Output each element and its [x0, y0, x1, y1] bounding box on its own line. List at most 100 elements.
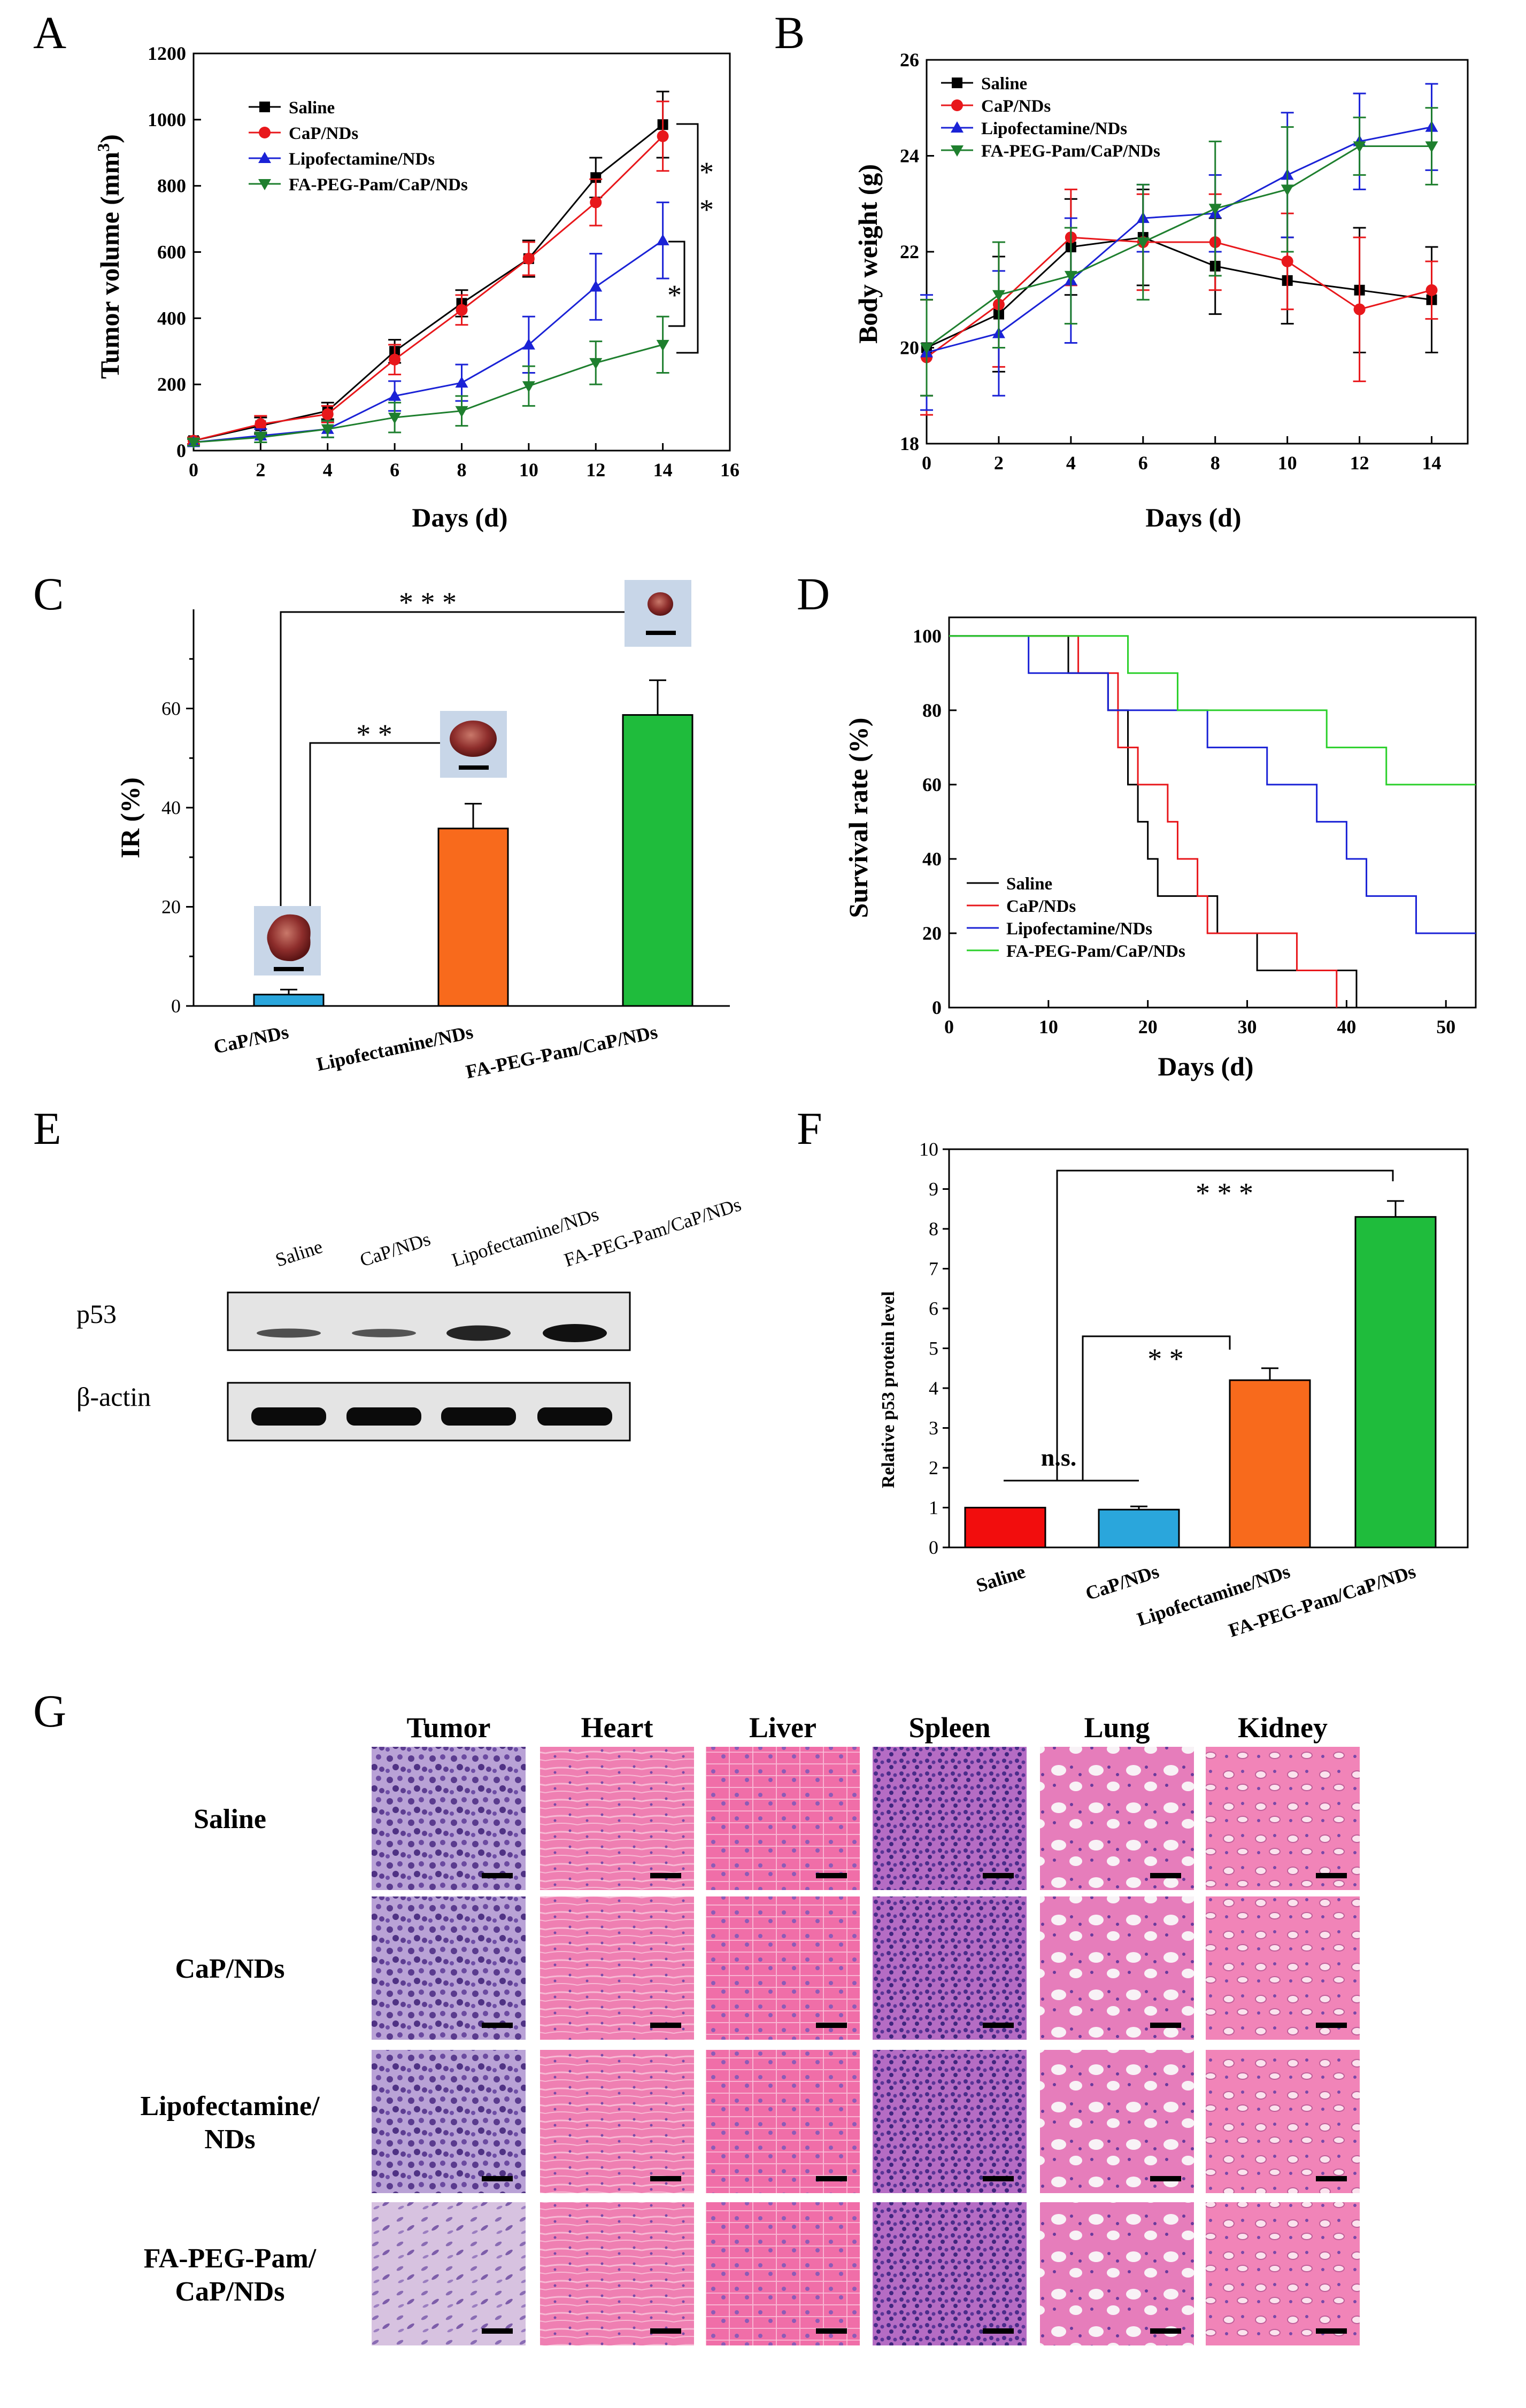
- chart-f-ytick-label: 7: [929, 1258, 938, 1280]
- legend-marker: [259, 127, 271, 138]
- data-point: [389, 353, 401, 366]
- chart-b-xtick-label: 0: [922, 452, 931, 474]
- micrograph-heart: [540, 2202, 694, 2345]
- chart-b-ytick-label: 20: [900, 337, 919, 359]
- row-header: CaP/NDs: [175, 1954, 284, 1984]
- chart-b-xtick-label: 8: [1211, 452, 1220, 474]
- scale-bar: [482, 2176, 513, 2181]
- chart-f-ytick-label: 5: [929, 1338, 938, 1359]
- legend-label: Lipofectamine/NDs: [1006, 919, 1152, 939]
- chart-d-xtick-label: 20: [1138, 1016, 1158, 1037]
- scale-bar: [816, 2328, 847, 2334]
- chart-c-ytick-label: 0: [171, 995, 181, 1017]
- micrograph-tumor: [372, 1896, 526, 2040]
- chart-a-ytick-label: 1200: [148, 43, 186, 64]
- micrograph-liver: [706, 1896, 860, 2040]
- micrograph-spleen: [873, 2050, 1027, 2193]
- data-point: [656, 339, 669, 351]
- series-line: [926, 236, 1432, 349]
- series-line: [926, 236, 1432, 358]
- legend-marker: [951, 121, 964, 133]
- category-label: Lipofectamine/NDs: [314, 1021, 475, 1075]
- series-line: [193, 123, 664, 442]
- chart-b-xtick-label: 12: [1350, 452, 1369, 474]
- chart-c-annotation-outer: * * *: [399, 586, 457, 618]
- chart-a: 0 2 4 6 8 10 12 14 16 0 200 400 600 800 1000 1200 Salin…: [94, 43, 739, 532]
- micrograph-spleen: [873, 1747, 1027, 1890]
- micrograph-liver: [706, 2202, 860, 2345]
- chart-d-legend: Saline CaP/NDs Lipofectamine/NDs FA-PEG-Pam…: [967, 874, 1185, 961]
- chart-b-ytick-label: 18: [900, 433, 919, 454]
- chart-d-ytick-label: 0: [932, 997, 942, 1018]
- histology-grid: Tumor Heart Liver Spleen Lung Kidney Saline CaP…: [140, 1712, 1360, 2345]
- chart-d-xtick-label: 50: [1436, 1016, 1455, 1037]
- chart-a-xtick-label: 10: [519, 459, 538, 481]
- series-line: [193, 344, 664, 444]
- chart-a-xtick-label: 2: [256, 459, 265, 481]
- blot-label-actin: β-actin: [76, 1382, 151, 1412]
- micrograph-heart: [540, 1747, 694, 1890]
- scale-bar: [1150, 2176, 1181, 2181]
- survival-CaP/NDs: [949, 635, 1338, 1008]
- legend-label: Saline: [1006, 874, 1052, 894]
- chart-a-bracket-inner: [668, 241, 685, 327]
- legend-label: CaP/NDs: [981, 97, 1051, 116]
- blot-lane-saline: Saline: [273, 1236, 325, 1271]
- chart-f-ytick-label: 3: [929, 1418, 938, 1439]
- chart-f-annotation-inner: * *: [1147, 1343, 1184, 1375]
- chart-d-ytick-label: 60: [922, 774, 942, 795]
- row-header: Saline: [194, 1804, 266, 1834]
- chart-d-xlabel: Days (d): [1158, 1051, 1253, 1081]
- chart-d: 0 10 20 30 40 50 0 20 40 60 80 100 Saline CaP/NDs Lip…: [843, 616, 1477, 1081]
- chart-c-bracket-outer: [280, 611, 628, 975]
- chart-f-ytick-label: 2: [929, 1457, 938, 1478]
- tumor-photo-cap: [254, 906, 321, 975]
- band-actin: [346, 1407, 421, 1426]
- row-header-line: CaP/NDs: [175, 2277, 284, 2307]
- series-Lipofectamine/NDs: [187, 202, 669, 447]
- column-header-heart: Heart: [581, 1712, 653, 1744]
- micrograph-kidney: [1206, 1747, 1360, 1890]
- legend-marker: [952, 78, 962, 88]
- series-Saline: [187, 90, 669, 446]
- series-line: [926, 145, 1432, 349]
- legend-label: FA-PEG-Pam/CaP/NDs: [981, 142, 1160, 161]
- data-point: [590, 196, 602, 208]
- chart-f-ytick-label: 9: [929, 1179, 938, 1200]
- scale-bar: [1150, 2023, 1181, 2028]
- scale-bar: [1150, 1873, 1181, 1878]
- band-p53: [257, 1328, 321, 1338]
- category-label: CaP/NDs: [1083, 1561, 1161, 1605]
- data-point: [1281, 184, 1294, 196]
- chart-f-ytick-label: 0: [929, 1537, 938, 1558]
- row-header-line: Lipofectamine/: [140, 2091, 320, 2121]
- micrograph-heart: [540, 1896, 694, 2040]
- chart-d-ytick-label: 80: [922, 700, 942, 721]
- scale-bar: [482, 2023, 513, 2028]
- legend-label: Lipofectamine/NDs: [289, 150, 435, 169]
- chart-a-xtick-label: 4: [323, 459, 333, 481]
- micrograph-lung: [1040, 1747, 1194, 1890]
- tumor-photo-lipo: [440, 711, 507, 778]
- series-FA-PEG-Pam/CaP/NDs: [920, 107, 1438, 397]
- scale-bar: [650, 1873, 681, 1878]
- data-point: [1064, 270, 1077, 282]
- row-header: Lipofectamine/NDs: [140, 2091, 320, 2155]
- chart-b-legend: Saline CaP/NDs Lipofectamine/NDs FA-PEG-Pam…: [941, 74, 1160, 161]
- chart-b-ytick-label: 26: [900, 49, 919, 71]
- data-point: [254, 432, 267, 444]
- panel-letter-b: B: [774, 7, 805, 58]
- series-line: [926, 126, 1432, 353]
- chart-a-xtick-label: 6: [390, 459, 399, 481]
- micrograph-tumor: [372, 2050, 526, 2193]
- chart-f-ytick-label: 10: [919, 1139, 938, 1160]
- scale-bar: [1150, 2328, 1181, 2334]
- data-point: [1425, 284, 1438, 296]
- row-header-line: FA-PEG-Pam/: [144, 2243, 317, 2274]
- chart-f-axes: 0 1 2 3 4 5 6 7 8 9 10: [919, 1139, 1469, 1558]
- band-actin: [537, 1407, 612, 1426]
- data-point: [1136, 237, 1150, 249]
- chart-f-bars: Saline CaP/NDsLipofectamine/NDsFA-PEG-Pam…: [964, 1200, 1437, 1641]
- data-point: [920, 343, 933, 354]
